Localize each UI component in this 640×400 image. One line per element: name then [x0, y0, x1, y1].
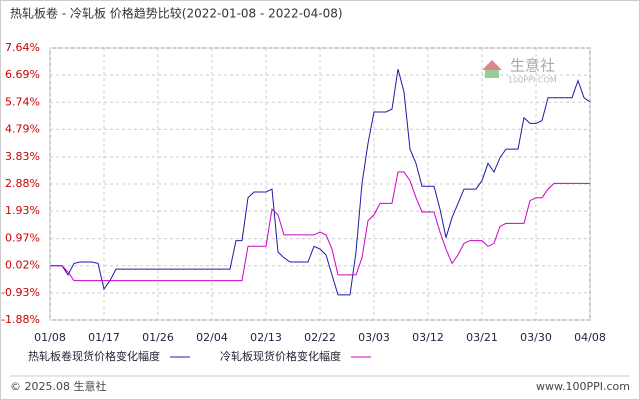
y-tick-label: 3.83%: [5, 150, 40, 163]
x-tick-label: 03/03: [358, 331, 390, 344]
y-tick-label: 0.97%: [5, 232, 40, 245]
y-tick-label: 2.88%: [5, 177, 40, 190]
y-tick-label: 4.79%: [5, 122, 40, 135]
y-tick-label: -1.88%: [1, 313, 40, 326]
watermark-site: 100PPI.COM: [508, 76, 557, 85]
x-tick-label: 03/30: [520, 331, 552, 344]
x-tick-label: 01/17: [88, 331, 120, 344]
legend-label: 热轧板卷现货价格变化幅度: [28, 349, 160, 363]
x-tick-label: 03/21: [466, 331, 498, 344]
y-tick-label: 7.64%: [5, 41, 40, 54]
series-line: [50, 171, 590, 282]
y-tick-label: 1.93%: [5, 204, 40, 217]
legend-label: 冷轧板现货价格变化幅度: [220, 349, 341, 363]
footer-copyright: © 2025.08 生意社: [10, 379, 106, 393]
y-tick-label: 0.02%: [5, 259, 40, 272]
watermark-logo: [485, 70, 499, 78]
series-line: [50, 68, 591, 296]
y-tick-label: 6.69%: [5, 68, 40, 81]
y-tick-label: 5.74%: [5, 95, 40, 108]
x-tick-label: 02/04: [196, 331, 228, 344]
y-tick-label: -0.93%: [1, 286, 40, 299]
chart-title: 热轧板卷 - 冷轧板 价格趋势比较(2022-01-08 - 2022-04-0…: [10, 6, 343, 21]
x-tick-label: 03/12: [412, 331, 444, 344]
x-tick-label: 04/08: [574, 331, 606, 344]
x-tick-label: 01/26: [142, 331, 174, 344]
footer-url: www.100PPI.com: [536, 380, 630, 393]
watermark-name: 生意社: [510, 57, 555, 75]
x-tick-label: 02/13: [250, 331, 282, 344]
x-tick-label: 02/22: [304, 331, 336, 344]
watermark-logo: [482, 60, 502, 70]
x-tick-label: 01/08: [34, 331, 66, 344]
watermark: 生意社 100PPI.COM: [482, 57, 557, 85]
